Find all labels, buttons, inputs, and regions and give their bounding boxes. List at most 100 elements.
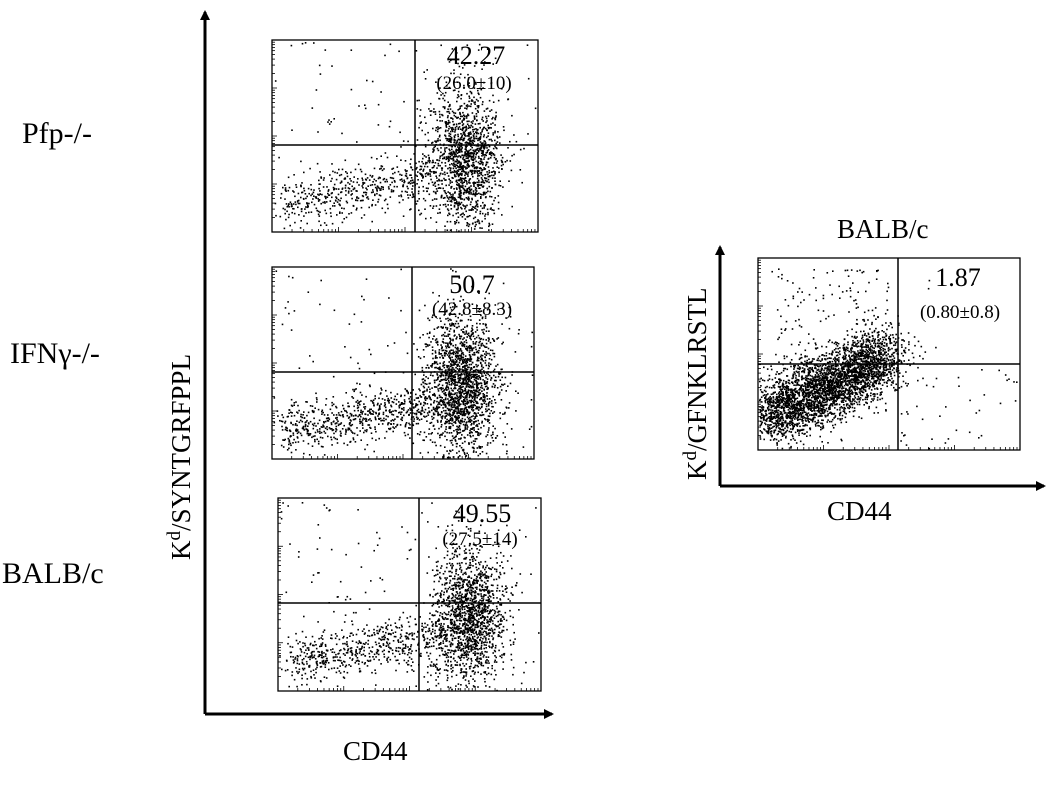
event-dot [488, 374, 491, 377]
event-dot [479, 227, 481, 229]
event-dot [396, 155, 398, 157]
event-dot [446, 139, 448, 142]
event-dot [515, 390, 517, 392]
event-dot [461, 198, 463, 200]
event-dot [412, 194, 414, 196]
event-dot [303, 189, 306, 192]
event-dot [360, 409, 362, 412]
event-dot [287, 189, 290, 192]
event-dot [456, 433, 459, 435]
event-dot [387, 207, 389, 210]
event-dot [461, 124, 464, 126]
event-dot [349, 412, 352, 415]
event-dot [450, 370, 453, 372]
event-dot [478, 376, 481, 379]
event-dot [394, 395, 396, 398]
event-dot [393, 342, 396, 344]
event-dot [482, 194, 485, 196]
event-dot [470, 121, 473, 123]
event-dot [461, 434, 463, 436]
event-dot [424, 343, 427, 345]
event-dot [467, 382, 469, 384]
event-dot [297, 441, 300, 443]
event-dot [409, 427, 411, 429]
event-dot [458, 424, 461, 427]
event-dot [468, 197, 470, 200]
event-dot [464, 383, 466, 385]
event-dot [434, 185, 437, 187]
event-dot [469, 344, 471, 347]
event-dot [494, 183, 497, 186]
event-dot [440, 320, 442, 322]
event-dot [470, 367, 472, 369]
event-dot [473, 165, 475, 167]
event-dot [345, 216, 348, 219]
event-dot [436, 374, 439, 376]
event-dot [460, 394, 462, 396]
event-dot [458, 325, 460, 328]
event-dot [477, 123, 480, 125]
event-dot [450, 151, 453, 154]
event-dot [518, 329, 520, 331]
event-dot [476, 365, 478, 368]
event-dot [470, 191, 472, 194]
event-dot [467, 621, 469, 623]
event-dot [454, 191, 456, 193]
event-dot [476, 386, 478, 388]
event-dot [448, 121, 450, 124]
event-dot [465, 368, 468, 370]
event-dot [390, 420, 392, 422]
event-dot [469, 140, 471, 142]
event-dot [318, 179, 320, 182]
event-dot [447, 204, 449, 206]
event-dot [452, 324, 455, 326]
event-dot [463, 671, 465, 673]
event-dot [473, 399, 476, 401]
event-dot [519, 148, 522, 151]
event-dot [422, 439, 424, 441]
event-dot [484, 353, 486, 355]
event-dot [521, 181, 523, 184]
event-dot [481, 68, 483, 70]
event-dot [295, 429, 297, 431]
event-dot [379, 177, 381, 179]
event-dot [368, 419, 370, 421]
event-dot [470, 171, 473, 174]
event-dot [471, 303, 474, 305]
event-dot [460, 185, 462, 187]
event-dot [360, 217, 363, 219]
event-dot [418, 186, 420, 189]
event-dot [439, 414, 441, 416]
event-dot [508, 402, 511, 404]
event-dot [483, 140, 485, 142]
event-dot [350, 180, 352, 182]
event-dot [403, 431, 406, 434]
event-dot [487, 175, 490, 178]
event-dot [476, 401, 478, 403]
event-dot [482, 393, 484, 395]
event-dot [433, 381, 436, 384]
event-dot [439, 187, 442, 189]
event-dot [448, 399, 450, 402]
event-dot [465, 145, 467, 148]
event-dot [432, 190, 435, 193]
event-dot [481, 169, 483, 172]
event-dot [284, 428, 287, 431]
event-dot [490, 152, 492, 155]
event-dot [471, 327, 473, 329]
event-dot [295, 186, 298, 188]
event-dot [350, 420, 352, 422]
event-dot [382, 188, 384, 191]
event-dot [451, 153, 454, 155]
event-dot [439, 436, 441, 439]
event-dot [469, 378, 471, 381]
event-dot [441, 384, 444, 387]
event-dot [475, 414, 477, 417]
event-dot [460, 437, 462, 439]
event-dot [489, 442, 492, 444]
event-dot [401, 190, 403, 193]
event-dot [472, 410, 474, 412]
event-dot [477, 143, 479, 145]
event-dot [473, 96, 475, 99]
event-dot [460, 145, 462, 148]
